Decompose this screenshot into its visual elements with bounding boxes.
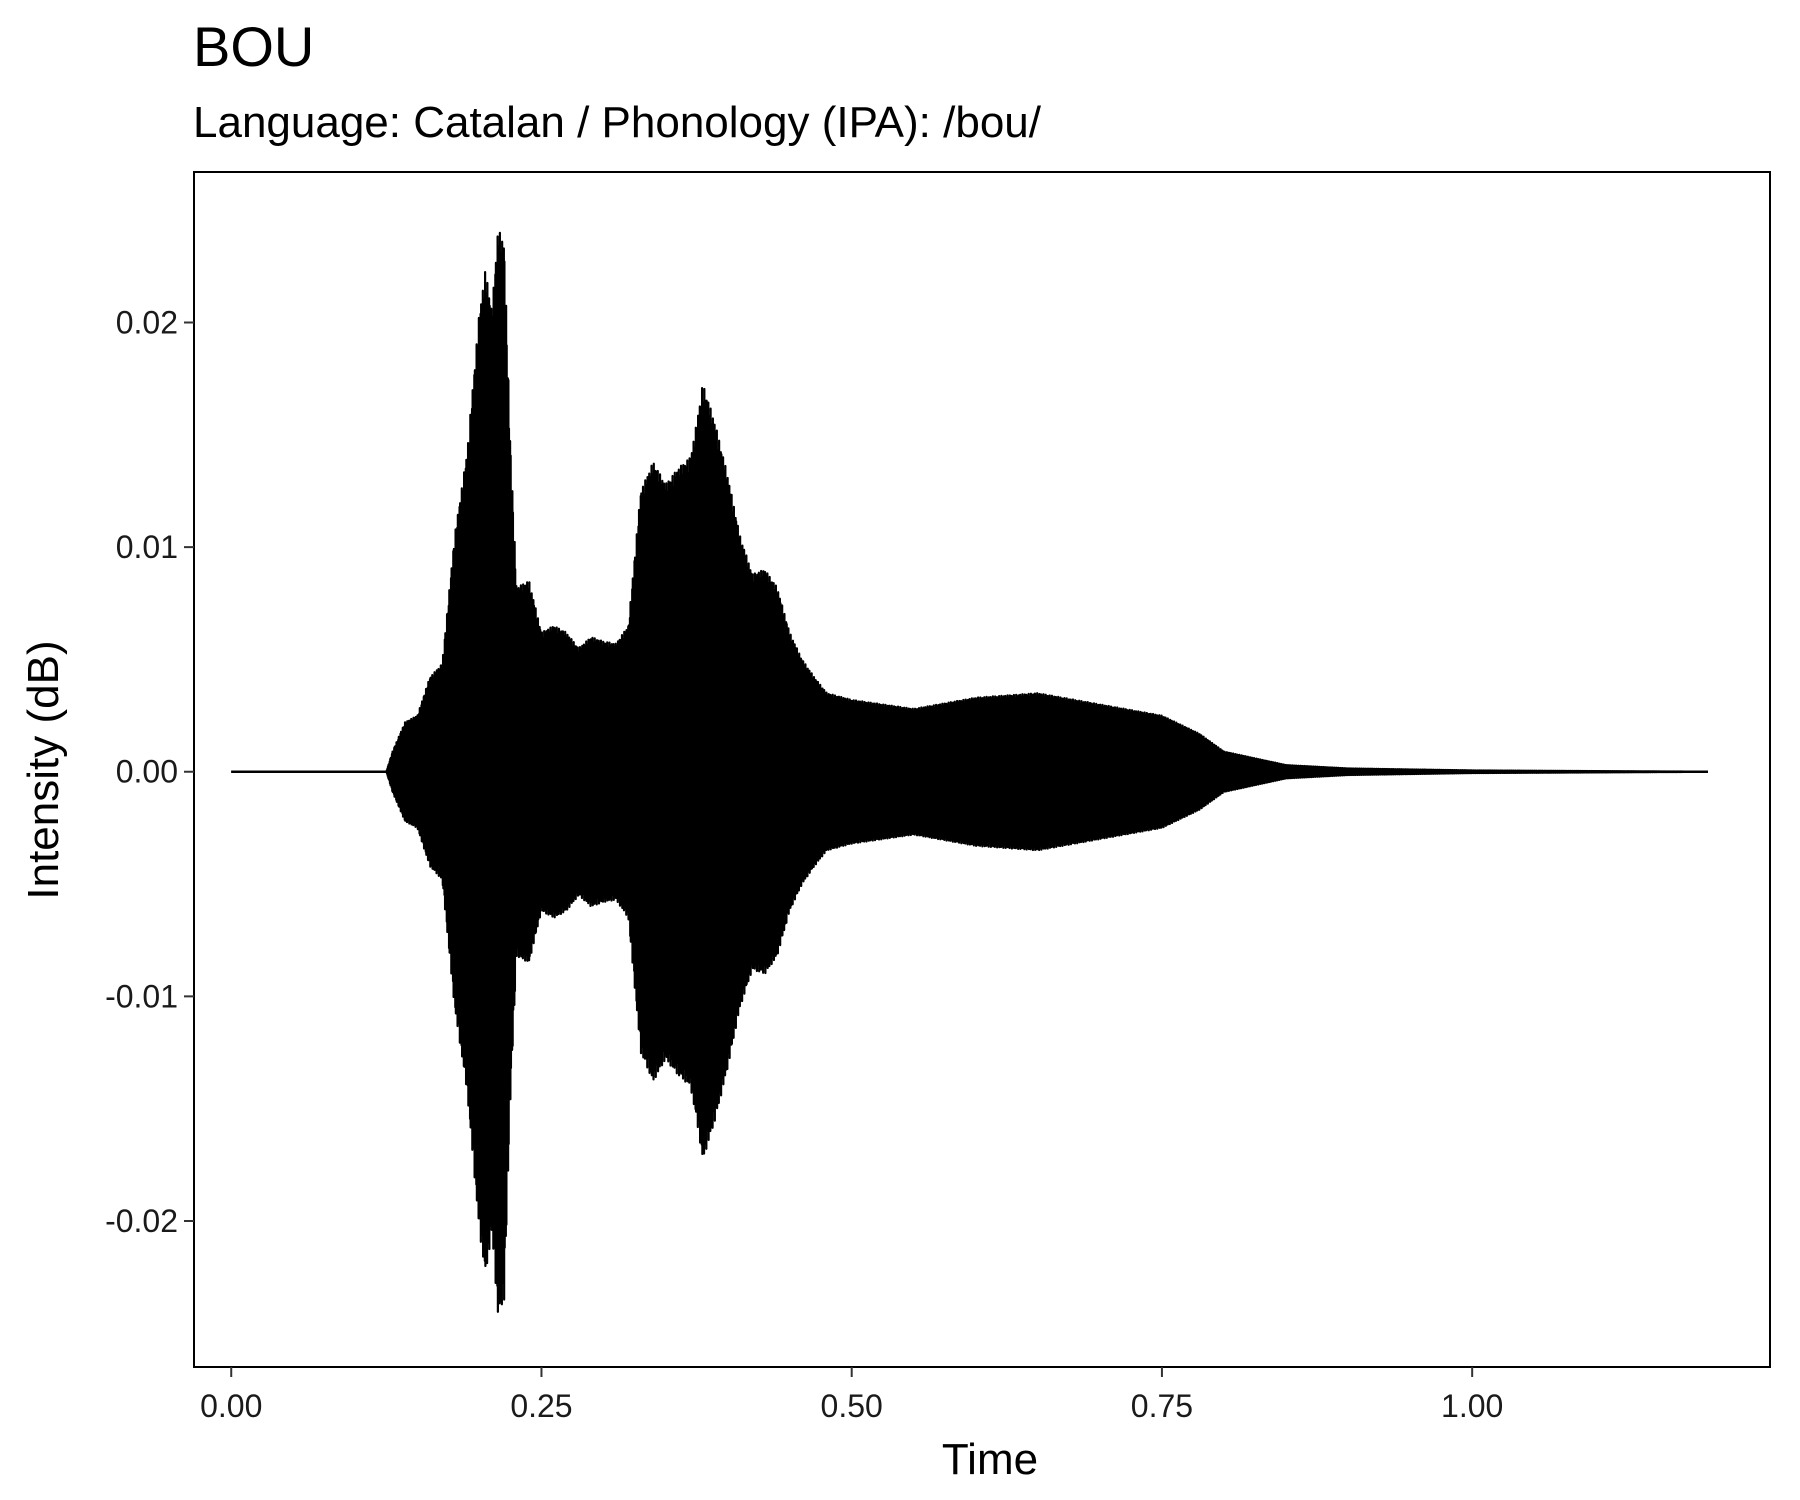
y-tick-label: 0.00: [116, 754, 178, 790]
x-tick-label: 1.00: [1441, 1388, 1503, 1424]
x-axis: 0.00 0.25 0.50 0.75 1.00: [200, 1367, 1503, 1424]
y-tick-label: 0.01: [116, 529, 178, 565]
waveform-series: [230, 231, 1709, 1313]
chart-subtitle: Language: Catalan / Phonology (IPA): /bo…: [193, 98, 1042, 147]
y-axis: 0.02 0.01 0.00 -0.01 -0.02: [105, 304, 194, 1239]
y-axis-title: Intensity (dB): [19, 640, 68, 899]
x-tick-label: 0.25: [510, 1388, 572, 1424]
y-tick-label: -0.02: [105, 1203, 178, 1239]
x-tick-label: 0.75: [1131, 1388, 1193, 1424]
chart-title: BOU: [193, 15, 314, 78]
y-tick-label: 0.02: [116, 304, 178, 340]
y-tick-label: -0.01: [105, 978, 178, 1014]
x-tick-label: 0.50: [821, 1388, 883, 1424]
x-axis-title: Time: [942, 1435, 1038, 1484]
x-tick-label: 0.00: [200, 1388, 262, 1424]
